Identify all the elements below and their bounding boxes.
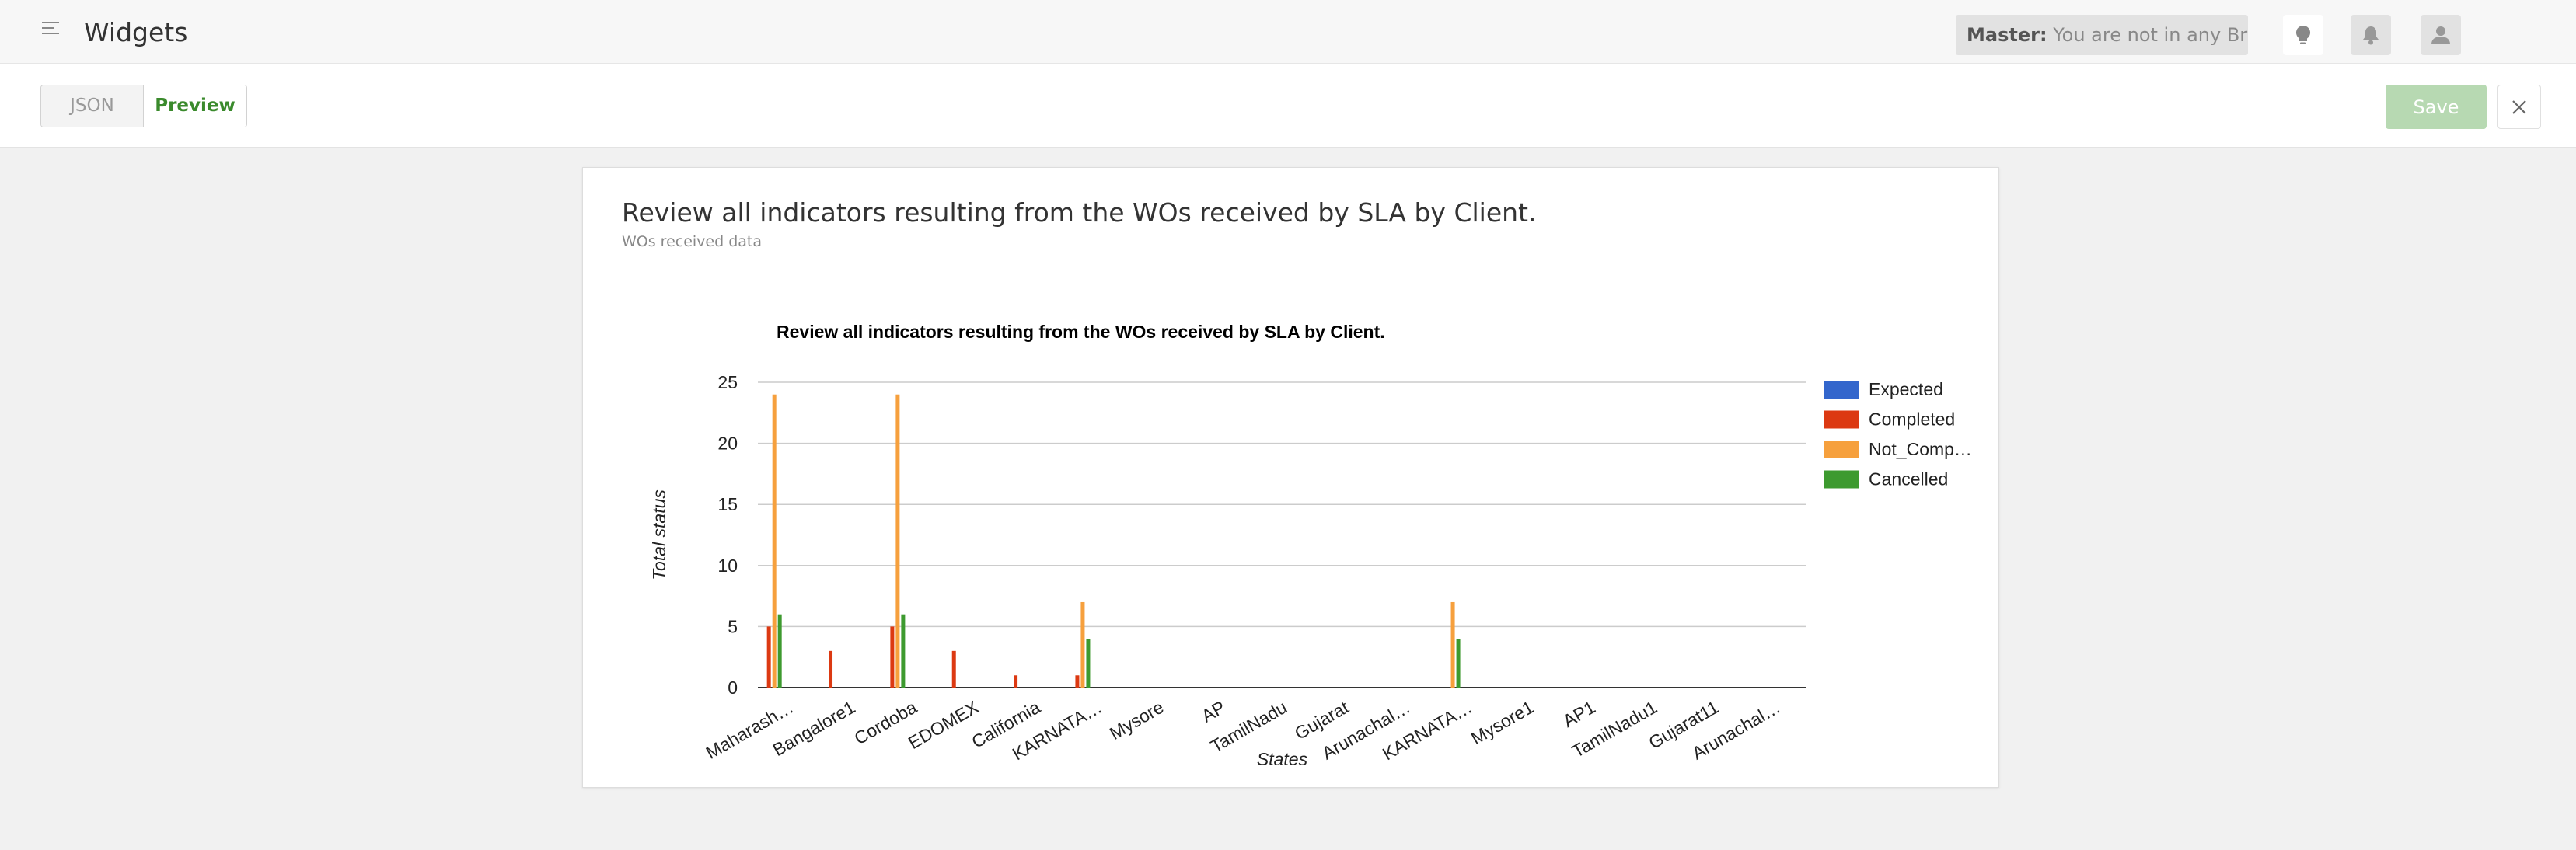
- legend-label: Expected: [1869, 379, 1943, 399]
- bar-completed: [1075, 675, 1080, 688]
- x-tick-label: Mysore1: [1468, 697, 1537, 749]
- lightbulb-icon: [2295, 25, 2311, 44]
- x-tick-label: EDOMEX: [905, 697, 982, 753]
- x-tick-label: AP: [1198, 697, 1229, 726]
- user-profile-button[interactable]: [2421, 15, 2461, 55]
- legend-swatch: [1824, 381, 1859, 399]
- bar-cancelled: [1086, 639, 1091, 688]
- y-tick-label: 15: [717, 494, 738, 514]
- bar-cancelled: [1456, 639, 1461, 688]
- close-button[interactable]: [2497, 85, 2541, 129]
- card-header: Review all indicators resulting from the…: [583, 168, 1998, 273]
- y-tick-label: 5: [728, 616, 738, 636]
- branch-value: You are not in any Branch: [2053, 24, 2248, 46]
- widget-preview-card: Review all indicators resulting from the…: [582, 167, 1999, 788]
- y-tick-label: 0: [728, 678, 738, 698]
- legend-label: Cancelled: [1869, 469, 1948, 489]
- x-tick-label: Mysore: [1106, 697, 1167, 744]
- legend-swatch: [1824, 410, 1859, 429]
- view-mode-toggle: JSON Preview: [40, 85, 247, 127]
- x-axis-label: States: [1257, 749, 1308, 769]
- branch-label: Master:: [1967, 24, 2047, 46]
- legend-label: Completed: [1869, 409, 1955, 430]
- legend-swatch: [1824, 441, 1859, 458]
- y-axis-label: Total status: [649, 489, 669, 580]
- bar-not-comp: [772, 394, 777, 688]
- bar-completed: [890, 626, 895, 688]
- editor-toolbar: JSON Preview Save: [0, 64, 2576, 148]
- notifications-button[interactable]: [2351, 15, 2391, 55]
- bell-icon: [2363, 26, 2379, 45]
- legend-swatch: [1824, 470, 1859, 489]
- card-title: Review all indicators resulting from the…: [622, 197, 1537, 228]
- close-icon: [2512, 99, 2526, 114]
- bar-not-comp: [1080, 601, 1085, 688]
- y-tick-label: 25: [717, 372, 738, 392]
- card-subtitle: WOs received data: [622, 233, 763, 250]
- bar-completed: [766, 626, 771, 688]
- bar-cancelled: [901, 614, 906, 688]
- chart-title: Review all indicators resulting from the…: [777, 322, 1385, 342]
- bar-completed: [1014, 675, 1018, 688]
- hamburger-menu-icon[interactable]: [42, 22, 61, 37]
- tab-preview[interactable]: Preview: [144, 85, 246, 127]
- branch-indicator[interactable]: Master: You are not in any Branch: [1956, 15, 2248, 55]
- x-tick-label: AP1: [1559, 697, 1599, 731]
- page-title: Widgets: [84, 17, 188, 47]
- top-bar: Widgets Master: You are not in any Branc…: [0, 0, 2576, 64]
- bar-not-comp: [895, 394, 900, 688]
- bar-completed: [829, 650, 833, 688]
- user-avatar-icon: [2431, 26, 2450, 44]
- bar-chart: Review all indicators resulting from the…: [649, 322, 1972, 769]
- bar-not-comp: [1450, 601, 1455, 688]
- legend-label: Not_Comp…: [1869, 439, 1972, 459]
- y-tick-label: 20: [717, 434, 738, 454]
- lightbulb-button[interactable]: [2283, 15, 2323, 55]
- bar-cancelled: [777, 614, 782, 688]
- tab-json[interactable]: JSON: [41, 85, 144, 127]
- y-tick-label: 10: [717, 556, 738, 576]
- save-button[interactable]: Save: [2386, 85, 2487, 129]
- bar-completed: [951, 650, 956, 688]
